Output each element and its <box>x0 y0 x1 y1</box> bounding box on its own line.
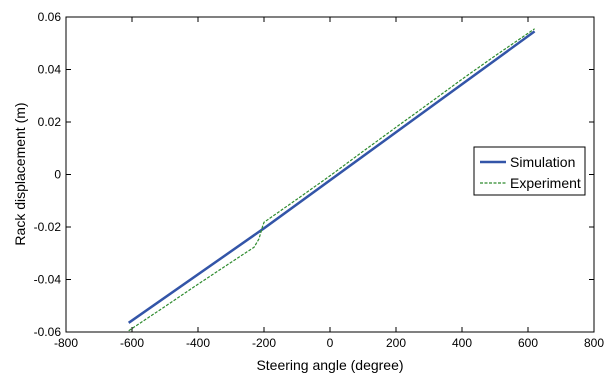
legend-label: Experiment <box>510 175 581 191</box>
x-tick-label: -600 <box>120 336 144 350</box>
legend: Simulation Experiment <box>473 146 586 196</box>
y-tick-label: 0.06 <box>38 10 62 24</box>
x-tick-label: 800 <box>584 336 604 350</box>
y-tick-label: -0.06 <box>34 325 62 339</box>
y-tick-label: -0.04 <box>34 273 62 287</box>
x-axis-label: Steering angle (degree) <box>256 357 403 373</box>
y-tick-label: 0 <box>54 168 61 182</box>
legend-frame <box>473 146 586 196</box>
x-tick-label: -800 <box>54 336 78 350</box>
x-tick-label: -200 <box>252 336 276 350</box>
x-tick-label: 200 <box>386 336 406 350</box>
y-tick-label: 0.02 <box>38 115 62 129</box>
series-line-simulation <box>127 30 536 324</box>
data-series <box>127 28 536 332</box>
y-tick-label: 0.04 <box>38 63 62 77</box>
x-tick-label: 600 <box>518 336 538 350</box>
series-line-experiment <box>128 28 535 332</box>
x-tick-label: 400 <box>452 336 472 350</box>
y-tick-label: -0.02 <box>34 220 62 234</box>
y-axis-label: Rack displacement (m) <box>12 102 28 245</box>
axis-ticks: -800 -600 -400 -200 0 200 400 600 800 -0.06 -0.04 -… <box>34 10 605 350</box>
legend-label: Simulation <box>510 154 575 170</box>
x-tick-label: -400 <box>186 336 210 350</box>
x-tick-label: 0 <box>327 336 334 350</box>
